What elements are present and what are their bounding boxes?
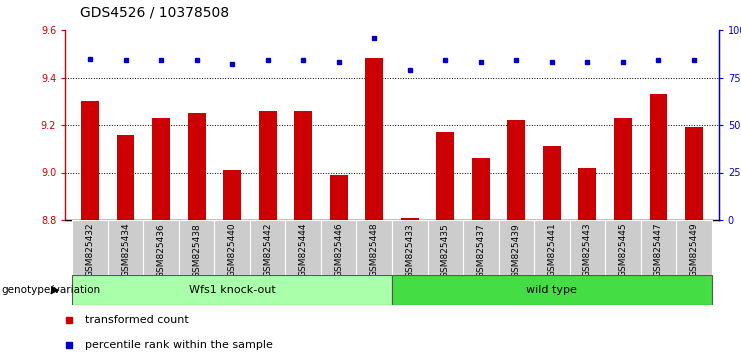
Text: GDS4526 / 10378508: GDS4526 / 10378508 [80, 5, 229, 19]
Text: GSM825434: GSM825434 [121, 223, 130, 278]
Bar [392, 275, 711, 305]
Text: Wfs1 knock-out: Wfs1 knock-out [189, 285, 276, 295]
Text: GSM825445: GSM825445 [619, 223, 628, 278]
Text: GSM825441: GSM825441 [548, 223, 556, 278]
Bar [117, 135, 134, 220]
Bar [685, 127, 702, 220]
Bar [73, 220, 108, 275]
Text: ▶: ▶ [51, 285, 59, 295]
Bar [436, 132, 454, 220]
Text: GSM825440: GSM825440 [227, 223, 236, 278]
Text: GSM825444: GSM825444 [299, 223, 308, 277]
Text: GSM825438: GSM825438 [192, 223, 201, 278]
Bar [214, 220, 250, 275]
Bar [401, 218, 419, 220]
Bar [534, 220, 570, 275]
Bar [108, 220, 143, 275]
Text: GSM825449: GSM825449 [689, 223, 699, 278]
Bar [179, 220, 214, 275]
Bar [614, 118, 632, 220]
Bar [676, 220, 711, 275]
Bar [73, 275, 392, 305]
Text: GSM825437: GSM825437 [476, 223, 485, 278]
Text: GSM825443: GSM825443 [583, 223, 592, 278]
Text: wild type: wild type [526, 285, 577, 295]
Bar [579, 168, 597, 220]
Text: GSM825442: GSM825442 [263, 223, 272, 277]
Bar [187, 113, 205, 220]
Text: GSM825436: GSM825436 [156, 223, 165, 278]
Text: percentile rank within the sample: percentile rank within the sample [84, 341, 273, 350]
Bar [294, 111, 312, 220]
Text: transformed count: transformed count [84, 315, 188, 325]
Text: GSM825433: GSM825433 [405, 223, 414, 278]
Text: GSM825435: GSM825435 [441, 223, 450, 278]
Bar [392, 220, 428, 275]
Bar [463, 220, 499, 275]
Text: GSM825446: GSM825446 [334, 223, 343, 278]
Bar [356, 220, 392, 275]
Bar [285, 220, 321, 275]
Text: GSM825448: GSM825448 [370, 223, 379, 278]
Bar [508, 120, 525, 220]
Bar [223, 170, 241, 220]
Text: genotype/variation: genotype/variation [1, 285, 101, 295]
Text: GSM825439: GSM825439 [512, 223, 521, 278]
Bar [428, 220, 463, 275]
Bar [259, 111, 276, 220]
Bar [570, 220, 605, 275]
Bar [499, 220, 534, 275]
Text: GSM825432: GSM825432 [85, 223, 95, 278]
Bar [472, 158, 490, 220]
Bar [650, 94, 667, 220]
Bar [321, 220, 356, 275]
Bar [152, 118, 170, 220]
Text: GSM825447: GSM825447 [654, 223, 663, 278]
Bar [641, 220, 676, 275]
Bar [365, 58, 383, 220]
Bar [330, 175, 348, 220]
Bar [143, 220, 179, 275]
Bar [82, 101, 99, 220]
Bar [250, 220, 285, 275]
Bar [605, 220, 641, 275]
Bar [543, 146, 561, 220]
